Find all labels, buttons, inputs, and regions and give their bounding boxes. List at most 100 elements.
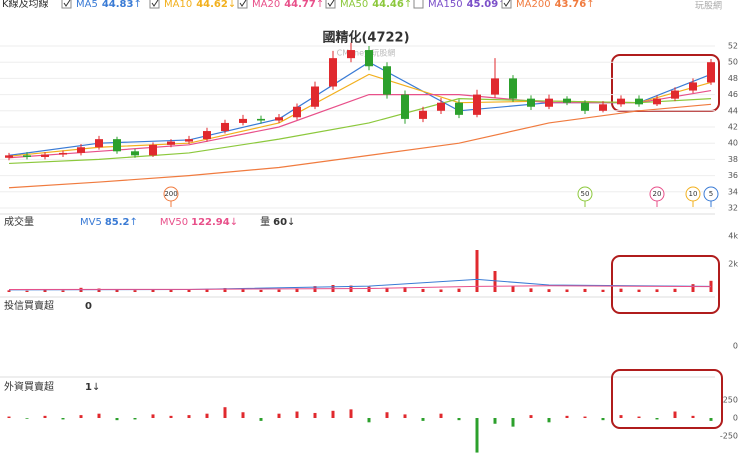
bar xyxy=(547,289,551,292)
bar xyxy=(421,288,425,292)
candle-body xyxy=(455,102,463,115)
candle-body xyxy=(221,122,229,132)
legend-checkbox[interactable] xyxy=(413,0,424,9)
legend-entry: MA200 43.76↑ xyxy=(516,0,595,10)
y-tick-label: 0 xyxy=(733,414,738,423)
candle-body xyxy=(329,58,337,87)
legend-text: 45.09 xyxy=(467,0,499,10)
bar xyxy=(25,290,29,292)
y-tick-label: 250 xyxy=(723,396,738,405)
bar xyxy=(403,287,407,292)
y-tick-label: 36 xyxy=(728,171,738,180)
candle-body xyxy=(581,102,589,111)
bar xyxy=(601,418,605,421)
legend-checkbox[interactable] xyxy=(149,0,160,9)
candle-body xyxy=(527,98,535,107)
legend-entry: MA5 44.83↑ xyxy=(76,0,142,10)
bar xyxy=(61,418,65,420)
signal-marker xyxy=(703,186,719,202)
candle-body xyxy=(311,86,319,107)
candle-body xyxy=(617,98,625,105)
bar xyxy=(259,289,263,292)
candle-body xyxy=(365,50,373,67)
candle-body xyxy=(635,98,643,105)
bar xyxy=(367,286,371,292)
legend-text: MA10 xyxy=(164,0,192,10)
bar xyxy=(133,418,137,420)
legend-text: 量 xyxy=(260,216,270,228)
legend-checkbox[interactable] xyxy=(237,0,248,9)
signal-label: 50 xyxy=(581,190,590,198)
signal-label: 200 xyxy=(164,190,177,198)
bar xyxy=(421,418,425,421)
signal-label: 10 xyxy=(689,190,698,198)
candle-body xyxy=(671,90,679,99)
legend-text: ↓ xyxy=(287,217,295,228)
bar xyxy=(385,287,389,292)
candle-body xyxy=(239,118,247,123)
y-tick-label: 46 xyxy=(728,90,738,99)
bar xyxy=(97,413,101,418)
volume-ma-line xyxy=(8,285,712,290)
bar xyxy=(79,415,83,418)
bar xyxy=(619,288,623,292)
bar xyxy=(601,289,605,292)
bar xyxy=(493,418,497,424)
candle-body xyxy=(419,110,427,119)
legend-text: 1 xyxy=(85,382,92,393)
bar xyxy=(223,288,227,292)
candle-body xyxy=(293,106,301,118)
bar xyxy=(151,414,155,418)
legend-entry: MA50 44.46↑ xyxy=(340,0,412,10)
candle-body xyxy=(95,139,103,148)
bar xyxy=(529,288,533,292)
candle-body xyxy=(185,139,193,142)
bar xyxy=(655,289,659,292)
bar xyxy=(619,415,623,418)
candle-body xyxy=(491,78,499,95)
legend-text: MA5 xyxy=(76,0,98,10)
panel-title: 成交量 xyxy=(4,215,34,228)
legend-text: ↓ xyxy=(230,217,238,228)
bar xyxy=(529,415,533,418)
bar xyxy=(511,418,515,427)
ma-line xyxy=(8,103,712,189)
signal-label: 20 xyxy=(653,190,662,198)
legend-checkbox[interactable] xyxy=(501,0,512,9)
candle-body xyxy=(509,78,517,99)
bar xyxy=(187,289,191,292)
bar xyxy=(169,290,173,292)
bar xyxy=(115,418,119,421)
legend-text: 44.77 xyxy=(284,0,316,10)
legend-text: 85.2 xyxy=(105,217,130,228)
panel-title: 投信買賣超 xyxy=(4,299,54,312)
legend-checkbox[interactable] xyxy=(325,0,336,9)
panel-legend: MV5 85.2↑ MV50 122.94↓ 量 60↓ xyxy=(80,216,295,228)
bar xyxy=(259,418,263,421)
legend-checkbox[interactable] xyxy=(61,0,72,9)
bar xyxy=(241,412,245,418)
legend-text: 43.76 xyxy=(555,0,587,10)
candle-body xyxy=(23,155,31,157)
legend-text: MV50 xyxy=(160,217,188,228)
y-tick-label: 2k xyxy=(728,260,738,269)
y-tick-label: 34 xyxy=(728,187,738,196)
bar xyxy=(493,271,497,292)
legend-title: K線及均線 xyxy=(2,0,49,10)
bar xyxy=(403,414,407,418)
y-tick-label: 42 xyxy=(728,123,738,132)
candle-body xyxy=(599,104,607,111)
bar xyxy=(43,289,47,292)
legend-text: ↓ xyxy=(92,382,100,393)
bar xyxy=(277,413,281,418)
highlight-box xyxy=(611,369,723,429)
candle-body xyxy=(5,155,13,158)
bar xyxy=(655,418,659,420)
legend-text: 44.83 xyxy=(102,0,134,10)
legend-text: ↑ xyxy=(404,0,412,10)
bar xyxy=(439,289,443,292)
y-tick-label: 38 xyxy=(728,155,738,164)
legend-text: 44.46 xyxy=(372,0,404,10)
